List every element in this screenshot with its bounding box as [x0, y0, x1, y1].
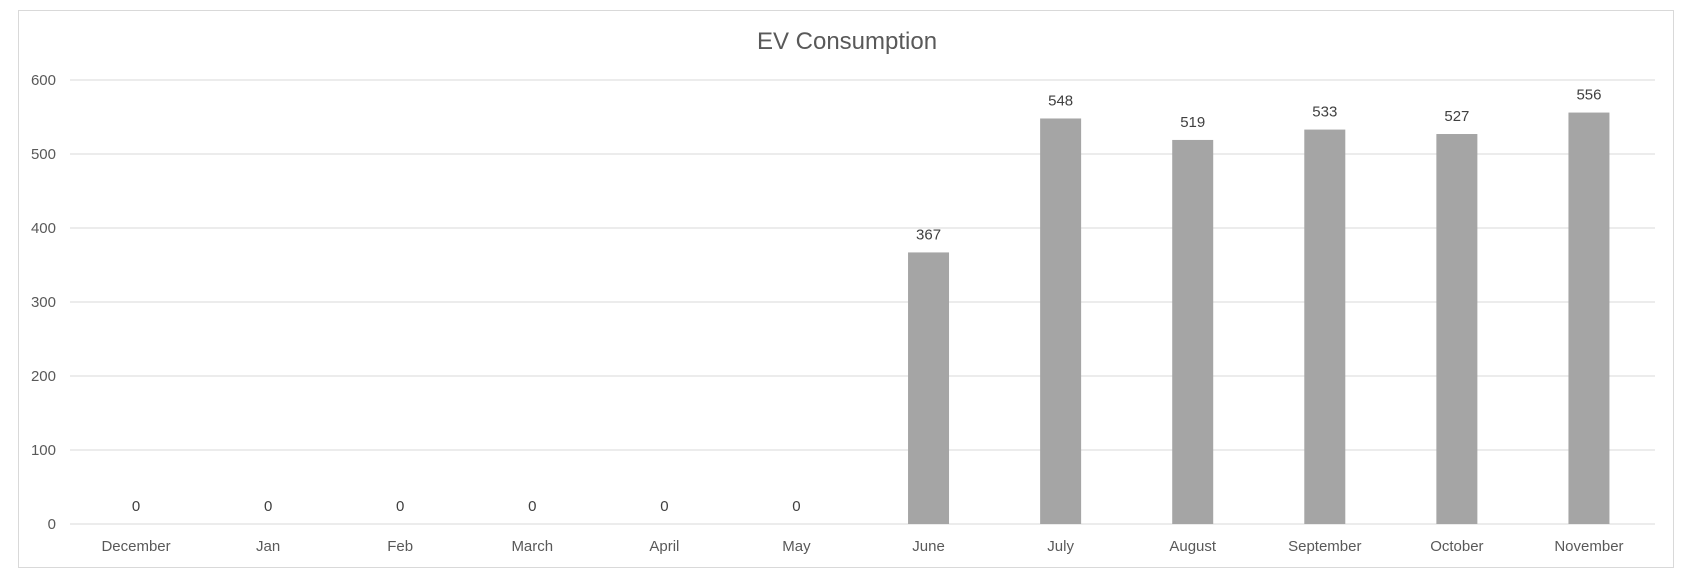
x-tick-label-december: December — [101, 538, 170, 555]
data-label-march: 0 — [528, 498, 536, 515]
bar-october — [1436, 134, 1478, 524]
data-label-december: 0 — [132, 498, 140, 515]
x-tick-label-july: July — [1047, 538, 1074, 555]
y-tick-label: 0 — [48, 516, 56, 533]
bars — [908, 112, 1610, 525]
x-tick-label-october: October — [1430, 538, 1483, 555]
data-label-july: 548 — [1048, 92, 1073, 109]
chart-frame — [18, 10, 1674, 568]
bar-july — [1040, 118, 1082, 524]
x-tick-label-jan: Jan — [256, 538, 280, 555]
bar-august — [1172, 139, 1214, 524]
y-tick-label: 400 — [31, 220, 56, 237]
data-label-may: 0 — [792, 498, 800, 515]
x-tick-label-april: April — [649, 538, 679, 555]
data-label-jan: 0 — [264, 498, 272, 515]
data-label-april: 0 — [660, 498, 668, 515]
data-label-september: 533 — [1312, 104, 1337, 121]
data-label-feb: 0 — [396, 498, 404, 515]
x-tick-label-august: August — [1169, 538, 1217, 555]
x-axis-ticks: December Jan Feb March April May June July Augus… — [101, 538, 1623, 555]
data-label-november: 556 — [1576, 87, 1601, 104]
x-tick-label-september: September — [1288, 538, 1361, 555]
y-tick-label: 200 — [31, 368, 56, 385]
data-label-august: 519 — [1180, 114, 1205, 131]
data-label-october: 527 — [1444, 108, 1469, 125]
x-tick-label-feb: Feb — [387, 538, 413, 555]
y-axis-ticks: 0 100 200 300 400 500 600 — [31, 72, 56, 533]
x-tick-label-march: March — [511, 538, 553, 555]
y-tick-label: 100 — [31, 442, 56, 459]
x-tick-label-june: June — [912, 538, 945, 555]
data-labels: 0 0 0 0 0 0 367 548 519 533 527 556 — [132, 87, 1602, 515]
x-tick-label-may: May — [782, 538, 811, 555]
gridlines — [70, 79, 1655, 525]
chart-title: EV Consumption — [757, 28, 937, 55]
bar-june — [908, 252, 950, 525]
bar-september — [1304, 129, 1346, 524]
bar-november — [1568, 112, 1610, 524]
y-tick-label: 500 — [31, 146, 56, 163]
data-label-june: 367 — [916, 226, 941, 243]
x-tick-label-november: November — [1554, 538, 1623, 555]
y-tick-label: 600 — [31, 72, 56, 89]
y-tick-label: 300 — [31, 294, 56, 311]
